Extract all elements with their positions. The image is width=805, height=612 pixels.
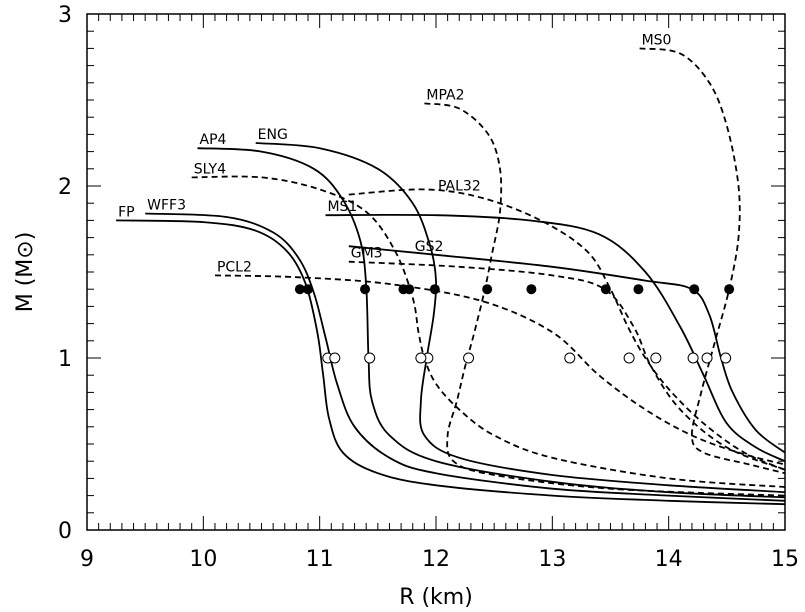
curve-ap4 (197, 147, 786, 499)
x-tick-label: 11 (306, 547, 334, 572)
marker-filled-pal32 (600, 284, 611, 295)
curve-sly4 (191, 175, 786, 488)
y-tick-label: 2 (58, 175, 72, 200)
curve-ms0 (639, 47, 786, 475)
marker-open-gm3 (623, 352, 635, 364)
marker-filled-ms1 (633, 284, 644, 295)
label-ms1: MS1 (327, 199, 357, 215)
label-fp: FP (118, 204, 135, 220)
label-pcl2: PCL2 (217, 259, 252, 275)
marker-open-pal32 (650, 352, 662, 364)
curve-wff3 (145, 212, 786, 502)
label-gm3: GM3 (351, 246, 383, 262)
curve-pcl2 (214, 274, 786, 466)
marker-filled-fp (294, 284, 305, 295)
marker-open-wff3 (329, 352, 341, 364)
marker-open-sly4 (415, 352, 427, 364)
y-axis-title: M (M⊙) (13, 232, 38, 313)
x-tick-label: 14 (655, 547, 683, 572)
marker-filled-ms0 (724, 284, 735, 295)
marker-filled-wff3 (303, 284, 314, 295)
label-ap4: AP4 (200, 132, 227, 148)
markers (294, 284, 735, 364)
marker-filled-gm3 (526, 284, 537, 295)
curve-ms1 (325, 213, 786, 463)
curve-mpa2 (424, 102, 786, 497)
marker-open-ms1 (687, 352, 699, 364)
label-wff3: WFF3 (147, 198, 186, 214)
y-tick-label: 0 (58, 519, 72, 544)
marker-open-ms0 (701, 352, 713, 364)
y-tick-label: 1 (58, 347, 72, 372)
marker-filled-mpa2 (482, 284, 493, 295)
x-tick-label: 15 (771, 547, 799, 572)
marker-open-mpa2 (463, 352, 475, 364)
curve-gm3 (348, 260, 786, 471)
curve-pal32 (348, 188, 786, 471)
curve-fp (116, 219, 786, 506)
label-ms0: MS0 (642, 32, 672, 48)
curve-gs2 (348, 245, 786, 454)
x-tick-label: 12 (422, 547, 450, 572)
axis-ticks (86, 13, 786, 531)
x-tick-label: 10 (189, 547, 217, 572)
x-tick-label: 9 (80, 547, 94, 572)
label-pal32: PAL32 (438, 179, 481, 195)
marker-filled-pcl2 (404, 284, 415, 295)
label-mpa2: MPA2 (426, 87, 464, 103)
marker-filled-eng (429, 284, 440, 295)
label-gs2: GS2 (415, 239, 444, 255)
marker-filled-ap4 (360, 284, 371, 295)
marker-open-pcl2 (564, 352, 576, 364)
curves (116, 47, 786, 506)
label-eng: ENG (258, 127, 288, 143)
x-tick-label: 13 (538, 547, 566, 572)
marker-open-gs2 (720, 352, 732, 364)
curve-labels: FP WFF3 AP4 ENG SLY4 PCL2 GM3 GS2 MS1 PAL32 MPA2 MS… (118, 32, 671, 275)
marker-open-ap4 (364, 352, 376, 364)
label-sly4: SLY4 (194, 161, 226, 177)
x-axis-title: R (km) (399, 585, 473, 610)
marker-filled-gs2 (689, 284, 700, 295)
y-tick-label: 3 (58, 3, 72, 28)
